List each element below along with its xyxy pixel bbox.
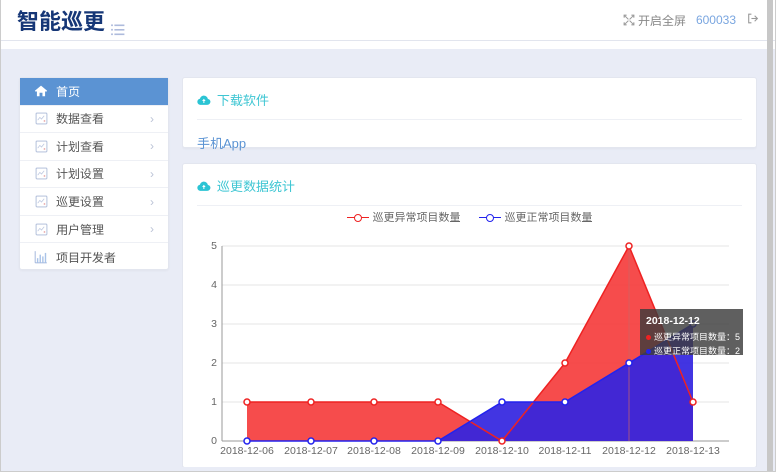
svg-text:0: 0 xyxy=(211,435,217,447)
svg-text:4: 4 xyxy=(211,279,217,291)
svg-text:2018-12-07: 2018-12-07 xyxy=(284,445,338,457)
svg-text:5: 5 xyxy=(211,240,217,252)
svg-text:2018-12-09: 2018-12-09 xyxy=(411,445,465,457)
svg-text:2: 2 xyxy=(211,357,217,369)
svg-text:2018-12-11: 2018-12-11 xyxy=(539,445,592,457)
svg-text:2018-12-10: 2018-12-10 xyxy=(475,445,529,457)
svg-text:2018-12-12: 2018-12-12 xyxy=(602,445,656,457)
svg-text:1: 1 xyxy=(211,396,217,408)
svg-text:3: 3 xyxy=(211,318,217,330)
svg-text:2018-12-06: 2018-12-06 xyxy=(220,445,274,457)
svg-text:2018-12-13: 2018-12-13 xyxy=(666,445,720,457)
svg-text:2018-12-08: 2018-12-08 xyxy=(347,445,401,457)
